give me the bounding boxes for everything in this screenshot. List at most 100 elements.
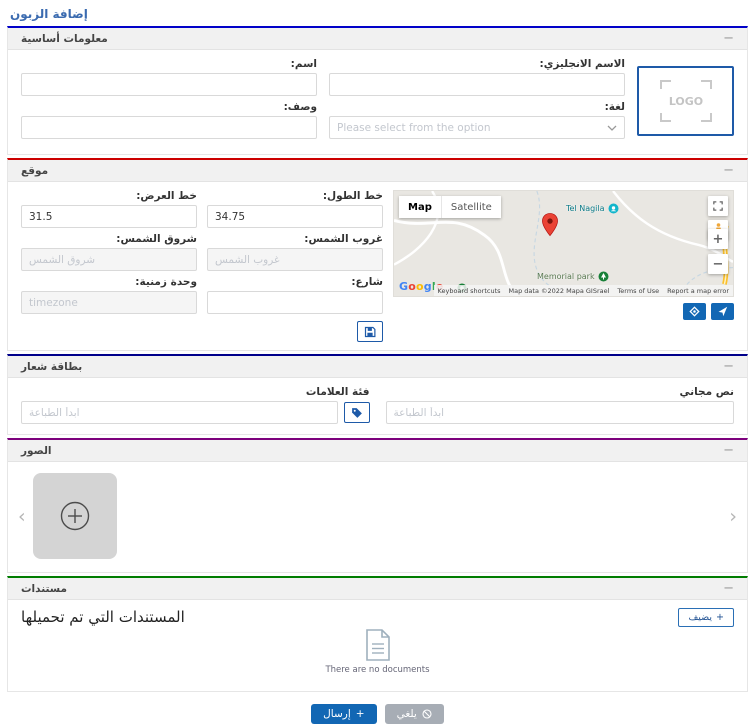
fullscreen-button[interactable] bbox=[708, 196, 728, 216]
collapse-icon[interactable]: − bbox=[723, 34, 734, 44]
logo-upload-box[interactable]: LOGO bbox=[637, 66, 734, 136]
documents-empty-state: There are no documents bbox=[21, 629, 734, 681]
english-name-field: الاسم الانجليزي: bbox=[329, 58, 625, 96]
language-select-placeholder: Please select from the option bbox=[337, 122, 491, 134]
sunset-label: غروب الشمس: bbox=[207, 233, 383, 245]
name-field: اسم: bbox=[21, 58, 317, 96]
english-name-input[interactable] bbox=[329, 73, 625, 96]
directions-button[interactable] bbox=[683, 303, 706, 320]
chevron-down-icon bbox=[607, 125, 617, 131]
report-map-error-link[interactable]: Report a map error bbox=[667, 287, 729, 295]
latitude-field: خط العرض: bbox=[21, 190, 197, 228]
street-field: شارع: bbox=[207, 276, 383, 314]
zoom-out-button[interactable]: − bbox=[708, 254, 728, 274]
description-label: وصف: bbox=[21, 101, 317, 113]
fullscreen-icon bbox=[713, 201, 723, 211]
documents-header[interactable]: مستندات − bbox=[8, 578, 747, 600]
name-input[interactable] bbox=[21, 73, 317, 96]
collapse-icon[interactable]: − bbox=[723, 362, 734, 372]
add-document-button[interactable]: يضيف + bbox=[678, 608, 734, 627]
map-tab[interactable]: Map bbox=[399, 196, 441, 218]
navigation-arrow-icon bbox=[717, 306, 728, 317]
add-customer-page: إضافة الزبون معلومات أساسية − اسم: الاسم… bbox=[0, 0, 755, 724]
poi-memorial-park-label: Memorial park bbox=[537, 272, 595, 281]
longitude-input[interactable] bbox=[207, 205, 383, 228]
documents-panel: مستندات − المستندات التي تم تحميلها يضيف… bbox=[7, 576, 748, 692]
google-map[interactable]: Map Satellite bbox=[393, 190, 734, 297]
english-name-label: الاسم الانجليزي: bbox=[329, 58, 625, 70]
tags-category-field: فئة العلامات bbox=[21, 386, 370, 424]
longitude-field: خط الطول: bbox=[207, 190, 383, 228]
carousel-prev-icon[interactable]: ‹ bbox=[14, 506, 30, 529]
free-text-column: نص مجاني bbox=[386, 386, 735, 424]
location-header[interactable]: موقع − bbox=[8, 160, 747, 182]
sunrise-label: شروق الشمس: bbox=[21, 233, 197, 245]
add-image-tile[interactable] bbox=[33, 473, 117, 559]
badge-card-header[interactable]: بطاقة شعار − bbox=[8, 356, 747, 378]
images-header[interactable]: الصور − bbox=[8, 440, 747, 462]
footer-actions: إرسال + يلغي bbox=[7, 704, 748, 724]
badge-card-body: فئة العلامات نص مجاني bbox=[8, 378, 747, 434]
tag-icon bbox=[351, 407, 363, 419]
page-title[interactable]: إضافة الزبون bbox=[7, 0, 91, 26]
directions-icon bbox=[689, 306, 700, 317]
documents-body: المستندات التي تم تحميلها يضيف + There a… bbox=[8, 600, 747, 691]
badge-card-title: بطاقة شعار bbox=[21, 361, 82, 373]
tags-category-input[interactable] bbox=[21, 401, 338, 424]
svg-text:LOGO: LOGO bbox=[668, 95, 702, 108]
save-icon bbox=[364, 326, 376, 338]
map-column: Map Satellite bbox=[393, 190, 734, 342]
submit-button[interactable]: إرسال + bbox=[311, 704, 376, 724]
location-panel: موقع − خط العرض: خط الطول: شروق الشمس: غ bbox=[7, 158, 748, 351]
document-icon bbox=[365, 629, 391, 661]
poi-tel-nagila-label: Tel Nagila bbox=[566, 204, 605, 213]
basic-info-title: معلومات أساسية bbox=[21, 33, 108, 45]
zoom-in-button[interactable]: + bbox=[708, 229, 728, 249]
tags-category-label: فئة العلامات bbox=[21, 386, 370, 398]
tags-category-column: فئة العلامات bbox=[21, 386, 370, 424]
add-image-plus-icon bbox=[59, 500, 91, 532]
description-input[interactable] bbox=[21, 116, 317, 139]
free-text-input[interactable] bbox=[386, 401, 735, 424]
street-input[interactable] bbox=[207, 291, 383, 314]
free-text-label: نص مجاني bbox=[386, 386, 735, 398]
keyboard-shortcuts-link[interactable]: Keyboard shortcuts bbox=[438, 287, 501, 295]
sunrise-input bbox=[21, 248, 197, 271]
sunset-field: غروب الشمس: bbox=[207, 233, 383, 271]
logo-placeholder-icon: LOGO bbox=[655, 75, 717, 127]
basic-info-panel: معلومات أساسية − اسم: الاسم الانجليزي: و… bbox=[7, 26, 748, 155]
map-actions bbox=[393, 303, 734, 320]
tags-button[interactable] bbox=[344, 402, 370, 423]
cancel-button[interactable]: يلغي bbox=[385, 704, 444, 724]
map-pin-icon[interactable] bbox=[542, 213, 558, 237]
collapse-icon[interactable]: − bbox=[723, 166, 734, 176]
save-location-button[interactable] bbox=[357, 321, 383, 342]
location-title: موقع bbox=[21, 165, 48, 177]
poi-attraction-icon bbox=[608, 203, 619, 214]
location-fields: خط العرض: خط الطول: شروق الشمس: غروب الش… bbox=[21, 190, 383, 342]
collapse-icon[interactable]: − bbox=[723, 584, 734, 594]
language-select[interactable]: Please select from the option bbox=[329, 116, 625, 139]
satellite-tab[interactable]: Satellite bbox=[441, 196, 501, 218]
images-carousel: ‹ › bbox=[8, 462, 747, 572]
longitude-label: خط الطول: bbox=[207, 190, 383, 202]
carousel-next-icon[interactable]: › bbox=[725, 506, 741, 529]
location-body: خط العرض: خط الطول: شروق الشمس: غروب الش… bbox=[8, 182, 747, 350]
images-title: الصور bbox=[21, 445, 52, 457]
collapse-icon[interactable]: − bbox=[723, 446, 734, 456]
my-location-button[interactable] bbox=[711, 303, 734, 320]
street-label: شارع: bbox=[207, 276, 383, 288]
latitude-label: خط العرض: bbox=[21, 190, 197, 202]
plus-icon: + bbox=[716, 612, 724, 623]
terms-of-use-link[interactable]: Terms of Use bbox=[617, 287, 659, 295]
location-save-row bbox=[21, 321, 383, 342]
poi-tel-nagila[interactable]: Tel Nagila bbox=[566, 203, 619, 214]
uploaded-documents-title: المستندات التي تم تحميلها bbox=[21, 608, 185, 626]
language-label: لغة: bbox=[329, 101, 625, 113]
images-panel: الصور − ‹ › bbox=[7, 438, 748, 573]
timezone-field: وحدة زمنية: bbox=[21, 276, 197, 314]
cancel-label: يلغي bbox=[397, 708, 417, 720]
latitude-input[interactable] bbox=[21, 205, 197, 228]
basic-info-header[interactable]: معلومات أساسية − bbox=[8, 28, 747, 50]
poi-memorial-park[interactable]: Memorial park bbox=[537, 271, 609, 282]
